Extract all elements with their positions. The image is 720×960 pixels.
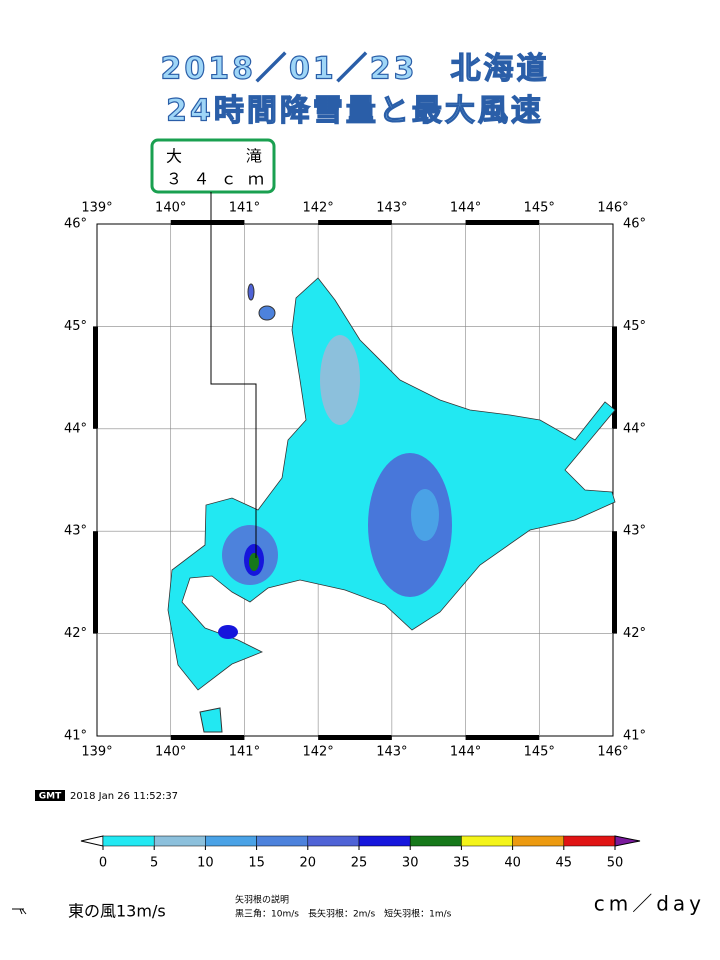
- colorbar-label: 10: [197, 856, 214, 871]
- longitude-label: 144°: [450, 745, 481, 760]
- unit: cm／day: [594, 892, 705, 916]
- colorbar-label: 30: [402, 856, 419, 871]
- stamp-logo: GMT: [39, 792, 62, 802]
- grid: 139° 139° 140° 140° 141° 141° 142° 142° 143° 143°…: [64, 201, 646, 760]
- colorbar-label: 5: [150, 856, 158, 871]
- colorbar-segment: [153, 835, 206, 847]
- callout-box: [150, 138, 276, 194]
- longitude-label: 143°: [376, 201, 407, 216]
- snow-area: [368, 453, 452, 597]
- snow-area: [320, 335, 360, 425]
- latitude-label: 45°: [64, 319, 87, 334]
- longitude-label: 144°: [450, 201, 481, 216]
- frame-bar: [465, 735, 540, 740]
- latitude-label: 44°: [64, 421, 87, 436]
- latitude-label: 41°: [64, 729, 87, 744]
- latitude-label: 46°: [64, 217, 87, 232]
- snow-area: [411, 489, 439, 541]
- longitude-label: 145°: [524, 745, 555, 760]
- latitude-label: 43°: [64, 524, 87, 539]
- frame-bar: [612, 326, 617, 429]
- latitude-label: 44°: [623, 421, 646, 436]
- callout-leader: [210, 192, 257, 558]
- latitude-label: 42°: [623, 626, 646, 641]
- frame-bar: [93, 531, 98, 634]
- longitude-label: 140°: [155, 201, 186, 216]
- colorbar-under: [80, 835, 104, 847]
- longitude-label: 141°: [229, 745, 260, 760]
- longitude-label: 145°: [524, 201, 555, 216]
- colorbar-label: 50: [607, 856, 624, 871]
- latitude-label: 41°: [623, 729, 646, 744]
- longitude-label: 140°: [155, 745, 186, 760]
- longitude-label: 142°: [302, 745, 333, 760]
- longitude-label: 146°: [597, 201, 628, 216]
- colorbar-segment: [409, 835, 462, 847]
- colorbar-label: 0: [99, 856, 107, 871]
- title-line: 2018／01／23 北海道: [161, 52, 550, 87]
- colorbar-label: 20: [300, 856, 317, 871]
- colorbar-segment: [205, 835, 257, 847]
- colorbar-segment: [358, 835, 411, 847]
- frame-bar: [318, 735, 392, 740]
- stamp-logo-bg: [35, 790, 65, 801]
- colorbar-segment: [512, 835, 565, 847]
- longitude-label: 141°: [229, 201, 260, 216]
- colorbar-segment: [461, 835, 513, 847]
- frame-bar: [93, 326, 98, 429]
- legend-detail: 黒三角：10m/s 長矢羽根：2m/s 短矢羽根：1m/s: [235, 908, 452, 920]
- frame-bar: [170, 220, 245, 225]
- longitude-label: 139°: [81, 201, 112, 216]
- latitude-label: 45°: [623, 319, 646, 334]
- frame-bar: [318, 220, 392, 225]
- longitude-label: 142°: [302, 201, 333, 216]
- snow-area: [249, 553, 259, 571]
- colorbar-label: 40: [504, 856, 521, 871]
- longitude-label: 146°: [597, 745, 628, 760]
- colorbar-label: 25: [351, 856, 368, 871]
- latitude-label: 42°: [64, 626, 87, 641]
- colorbar: 0 5 10 15 20 25 30 35 40 45 50: [80, 835, 641, 871]
- snow-area: [218, 625, 238, 639]
- longitude-label: 139°: [81, 745, 112, 760]
- colorbar-segment: [256, 835, 309, 847]
- latitude-label: 43°: [623, 524, 646, 539]
- island: [258, 305, 276, 321]
- island: [247, 283, 255, 301]
- colorbar-segment: [563, 835, 616, 847]
- legend-heading: 矢羽根の説明: [235, 894, 289, 906]
- colorbar-over: [614, 835, 641, 847]
- longitude-label: 143°: [376, 745, 407, 760]
- latitude-label: 46°: [623, 217, 646, 232]
- legend-sample: 東の風13m/s: [68, 902, 166, 921]
- frame-bar: [170, 735, 245, 740]
- frame-bar: [465, 220, 540, 225]
- stamp-time: 2018 Jan 26 11:52:37: [70, 791, 178, 802]
- frame-bar: [612, 531, 617, 634]
- colorbar-label: 15: [248, 856, 265, 871]
- colorbar-segment: [102, 835, 155, 847]
- title-line: 24時間降雪量と最大風速: [166, 94, 544, 129]
- colorbar-segment: [307, 835, 360, 847]
- colorbar-label: 35: [453, 856, 470, 871]
- wind-barb-sample: [12, 908, 27, 915]
- land: [199, 707, 223, 733]
- colorbar-label: 45: [556, 856, 573, 871]
